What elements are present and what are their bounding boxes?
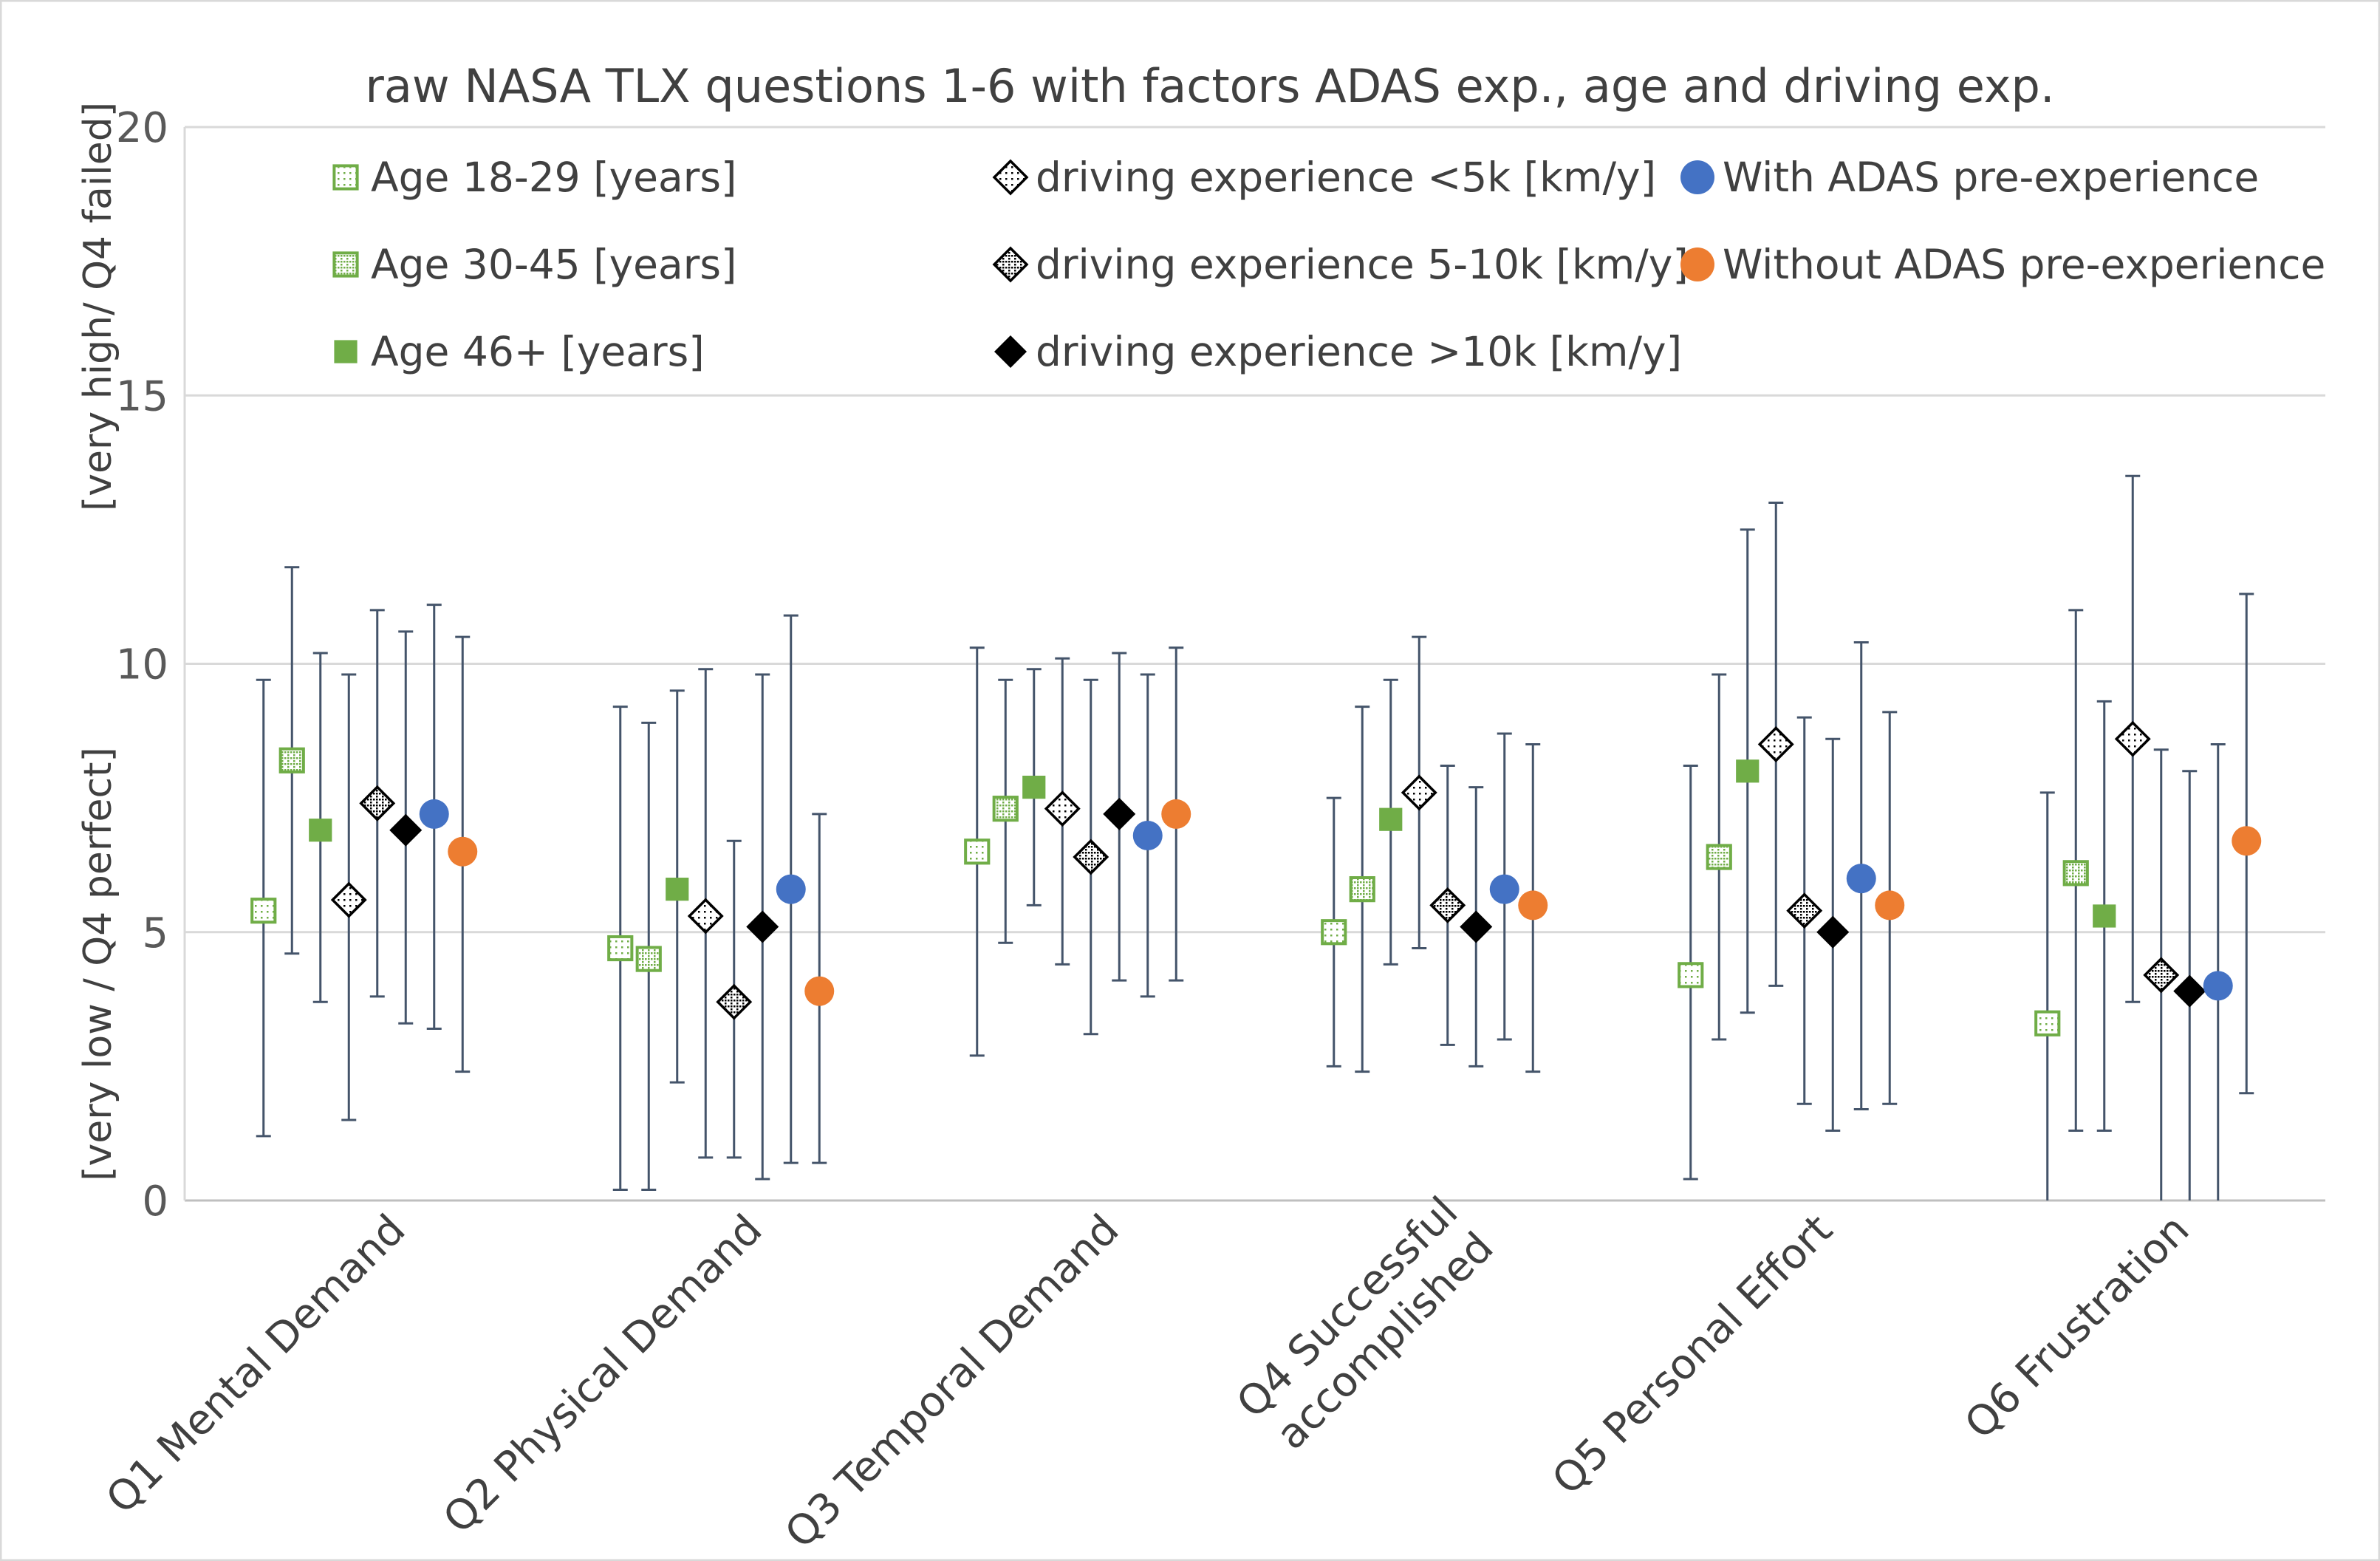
legend-label: With ADAS pre-experience bbox=[1723, 154, 2259, 201]
data-point bbox=[607, 935, 634, 962]
data-point bbox=[1321, 919, 1347, 946]
data-point bbox=[1401, 774, 1437, 811]
data-point bbox=[1132, 820, 1163, 850]
data-point bbox=[448, 836, 478, 867]
data-point bbox=[1429, 887, 1466, 923]
data-point bbox=[389, 813, 423, 847]
legend-marker bbox=[1680, 160, 1714, 194]
data-point bbox=[309, 819, 332, 842]
legend-marker bbox=[994, 335, 1027, 368]
data-point bbox=[776, 874, 806, 904]
legend-entry: Age 18-29 [years] bbox=[332, 154, 736, 201]
legend-entry: Age 30-45 [years] bbox=[332, 241, 736, 288]
data-point bbox=[419, 799, 449, 829]
error-bar bbox=[2039, 791, 2055, 1200]
legend-entry: Without ADAS pre-experience bbox=[1680, 241, 2325, 288]
data-point bbox=[1786, 892, 1823, 929]
gridlines bbox=[183, 126, 2325, 1202]
data-point bbox=[716, 983, 753, 1020]
data-point bbox=[1349, 876, 1375, 903]
data-point bbox=[1757, 726, 1794, 762]
data-point bbox=[687, 898, 724, 935]
data-point bbox=[1103, 797, 1136, 830]
y-axis-tick-labels: 0 5 10 15 20 bbox=[116, 104, 168, 1226]
data-point bbox=[1073, 838, 1109, 875]
legend-label: Age 46+ [years] bbox=[371, 328, 705, 375]
y-tick-label: 15 bbox=[116, 372, 168, 420]
y-tick-label: 5 bbox=[142, 909, 168, 957]
legend-marker bbox=[1680, 247, 1714, 281]
data-point bbox=[1518, 890, 1548, 920]
data-point bbox=[2062, 860, 2089, 887]
legend-entry: driving experience >10k [km/y] bbox=[994, 328, 1682, 375]
legend-entry: With ADAS pre-experience bbox=[1680, 154, 2259, 201]
data-point bbox=[359, 785, 396, 822]
chart-title: raw NASA TLX questions 1-6 with factors … bbox=[365, 59, 2054, 113]
data-point bbox=[2093, 904, 2116, 928]
y-tick-label: 0 bbox=[142, 1178, 168, 1226]
legend-marker bbox=[332, 164, 359, 191]
data-point bbox=[1460, 910, 1493, 943]
data-point bbox=[1161, 799, 1191, 829]
data-point bbox=[1044, 790, 1081, 827]
data-point bbox=[1379, 807, 1403, 831]
legend-label: driving experience >10k [km/y] bbox=[1036, 328, 1682, 375]
data-point bbox=[1022, 775, 1046, 799]
data-point bbox=[1846, 864, 1876, 894]
data-point bbox=[330, 881, 367, 918]
data-point bbox=[2034, 1010, 2061, 1036]
legend-marker bbox=[332, 251, 359, 278]
legend-label: Without ADAS pre-experience bbox=[1723, 241, 2325, 288]
legend-marker bbox=[992, 159, 1029, 196]
data-point bbox=[1736, 759, 1760, 783]
data-point bbox=[1816, 915, 1850, 949]
data-point bbox=[964, 838, 991, 865]
legend-entry: driving experience <5k [km/y] bbox=[992, 154, 1656, 201]
legend-label: Age 18-29 [years] bbox=[371, 154, 736, 201]
legend-label: Age 30-45 [years] bbox=[371, 241, 736, 288]
data-point bbox=[250, 898, 277, 924]
data-point bbox=[804, 976, 835, 1006]
data-point bbox=[2114, 720, 2151, 757]
data-point bbox=[1875, 890, 1905, 920]
legend-label: driving experience 5-10k [km/y] bbox=[1036, 241, 1689, 288]
data-point bbox=[635, 946, 662, 972]
data-point bbox=[2232, 826, 2262, 856]
data-point bbox=[2173, 974, 2206, 1008]
data-point bbox=[2143, 957, 2180, 994]
legend-marker bbox=[992, 246, 1029, 283]
data-point bbox=[2203, 971, 2233, 1001]
data-point bbox=[1489, 874, 1519, 904]
y-axis-label-bottom: [very low / Q4 perfect] bbox=[76, 747, 120, 1181]
data-point bbox=[1706, 844, 1732, 870]
legend-label: driving experience <5k [km/y] bbox=[1036, 154, 1656, 201]
data-markers bbox=[250, 720, 2262, 1036]
data-point bbox=[278, 747, 305, 773]
legend-marker bbox=[334, 340, 358, 363]
data-point bbox=[746, 910, 779, 943]
data-point bbox=[666, 878, 689, 901]
data-point bbox=[1678, 962, 1704, 988]
legend-entry: Age 46+ [years] bbox=[334, 328, 705, 375]
y-tick-label: 10 bbox=[116, 641, 168, 689]
legend-entry: driving experience 5-10k [km/y] bbox=[992, 241, 1689, 288]
legend: Age 18-29 [years] Age 30-45 [years] Age 46… bbox=[332, 154, 2325, 375]
y-tick-label: 20 bbox=[116, 104, 168, 152]
y-axis-label-top: [very high/ Q4 failed] bbox=[76, 102, 120, 511]
data-point bbox=[992, 796, 1019, 822]
